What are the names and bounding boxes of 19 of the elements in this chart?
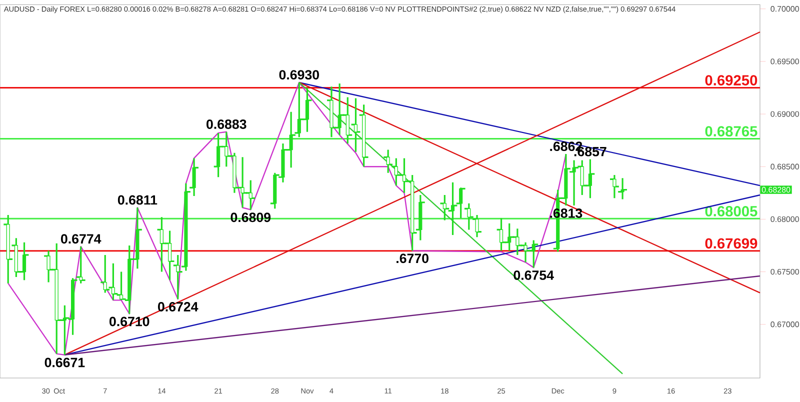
annotation: 0.6883 bbox=[206, 120, 246, 129]
y-tick-label: 0.67500 bbox=[770, 268, 799, 275]
y-tick-label: 0.68000 bbox=[770, 216, 799, 222]
y-tick-label: 0.69500 bbox=[770, 58, 799, 64]
annotation: 0.6671 bbox=[44, 358, 85, 368]
y-tick-label: 0.70000 bbox=[770, 6, 799, 12]
text: 0.68280 bbox=[762, 186, 790, 193]
annotation: 0.6930 bbox=[279, 70, 319, 80]
y-tick-label: 0.67000 bbox=[770, 322, 799, 328]
ref-line-label: 0.68765 bbox=[705, 126, 758, 136]
ref-line-label: 0.68005 bbox=[705, 206, 758, 216]
annotation: 0.6754 bbox=[514, 270, 554, 280]
y-tick-label: 0.68500 bbox=[770, 164, 799, 170]
annotation: 0.6774 bbox=[60, 234, 102, 244]
annotation: .6770 bbox=[396, 254, 428, 264]
ref-line-label: 0.67699 bbox=[705, 238, 758, 249]
annotation: 0.6811 bbox=[118, 195, 158, 205]
y-tick-label: 0.69000 bbox=[770, 111, 799, 117]
ref-line-label: 0.69250 bbox=[705, 75, 758, 86]
